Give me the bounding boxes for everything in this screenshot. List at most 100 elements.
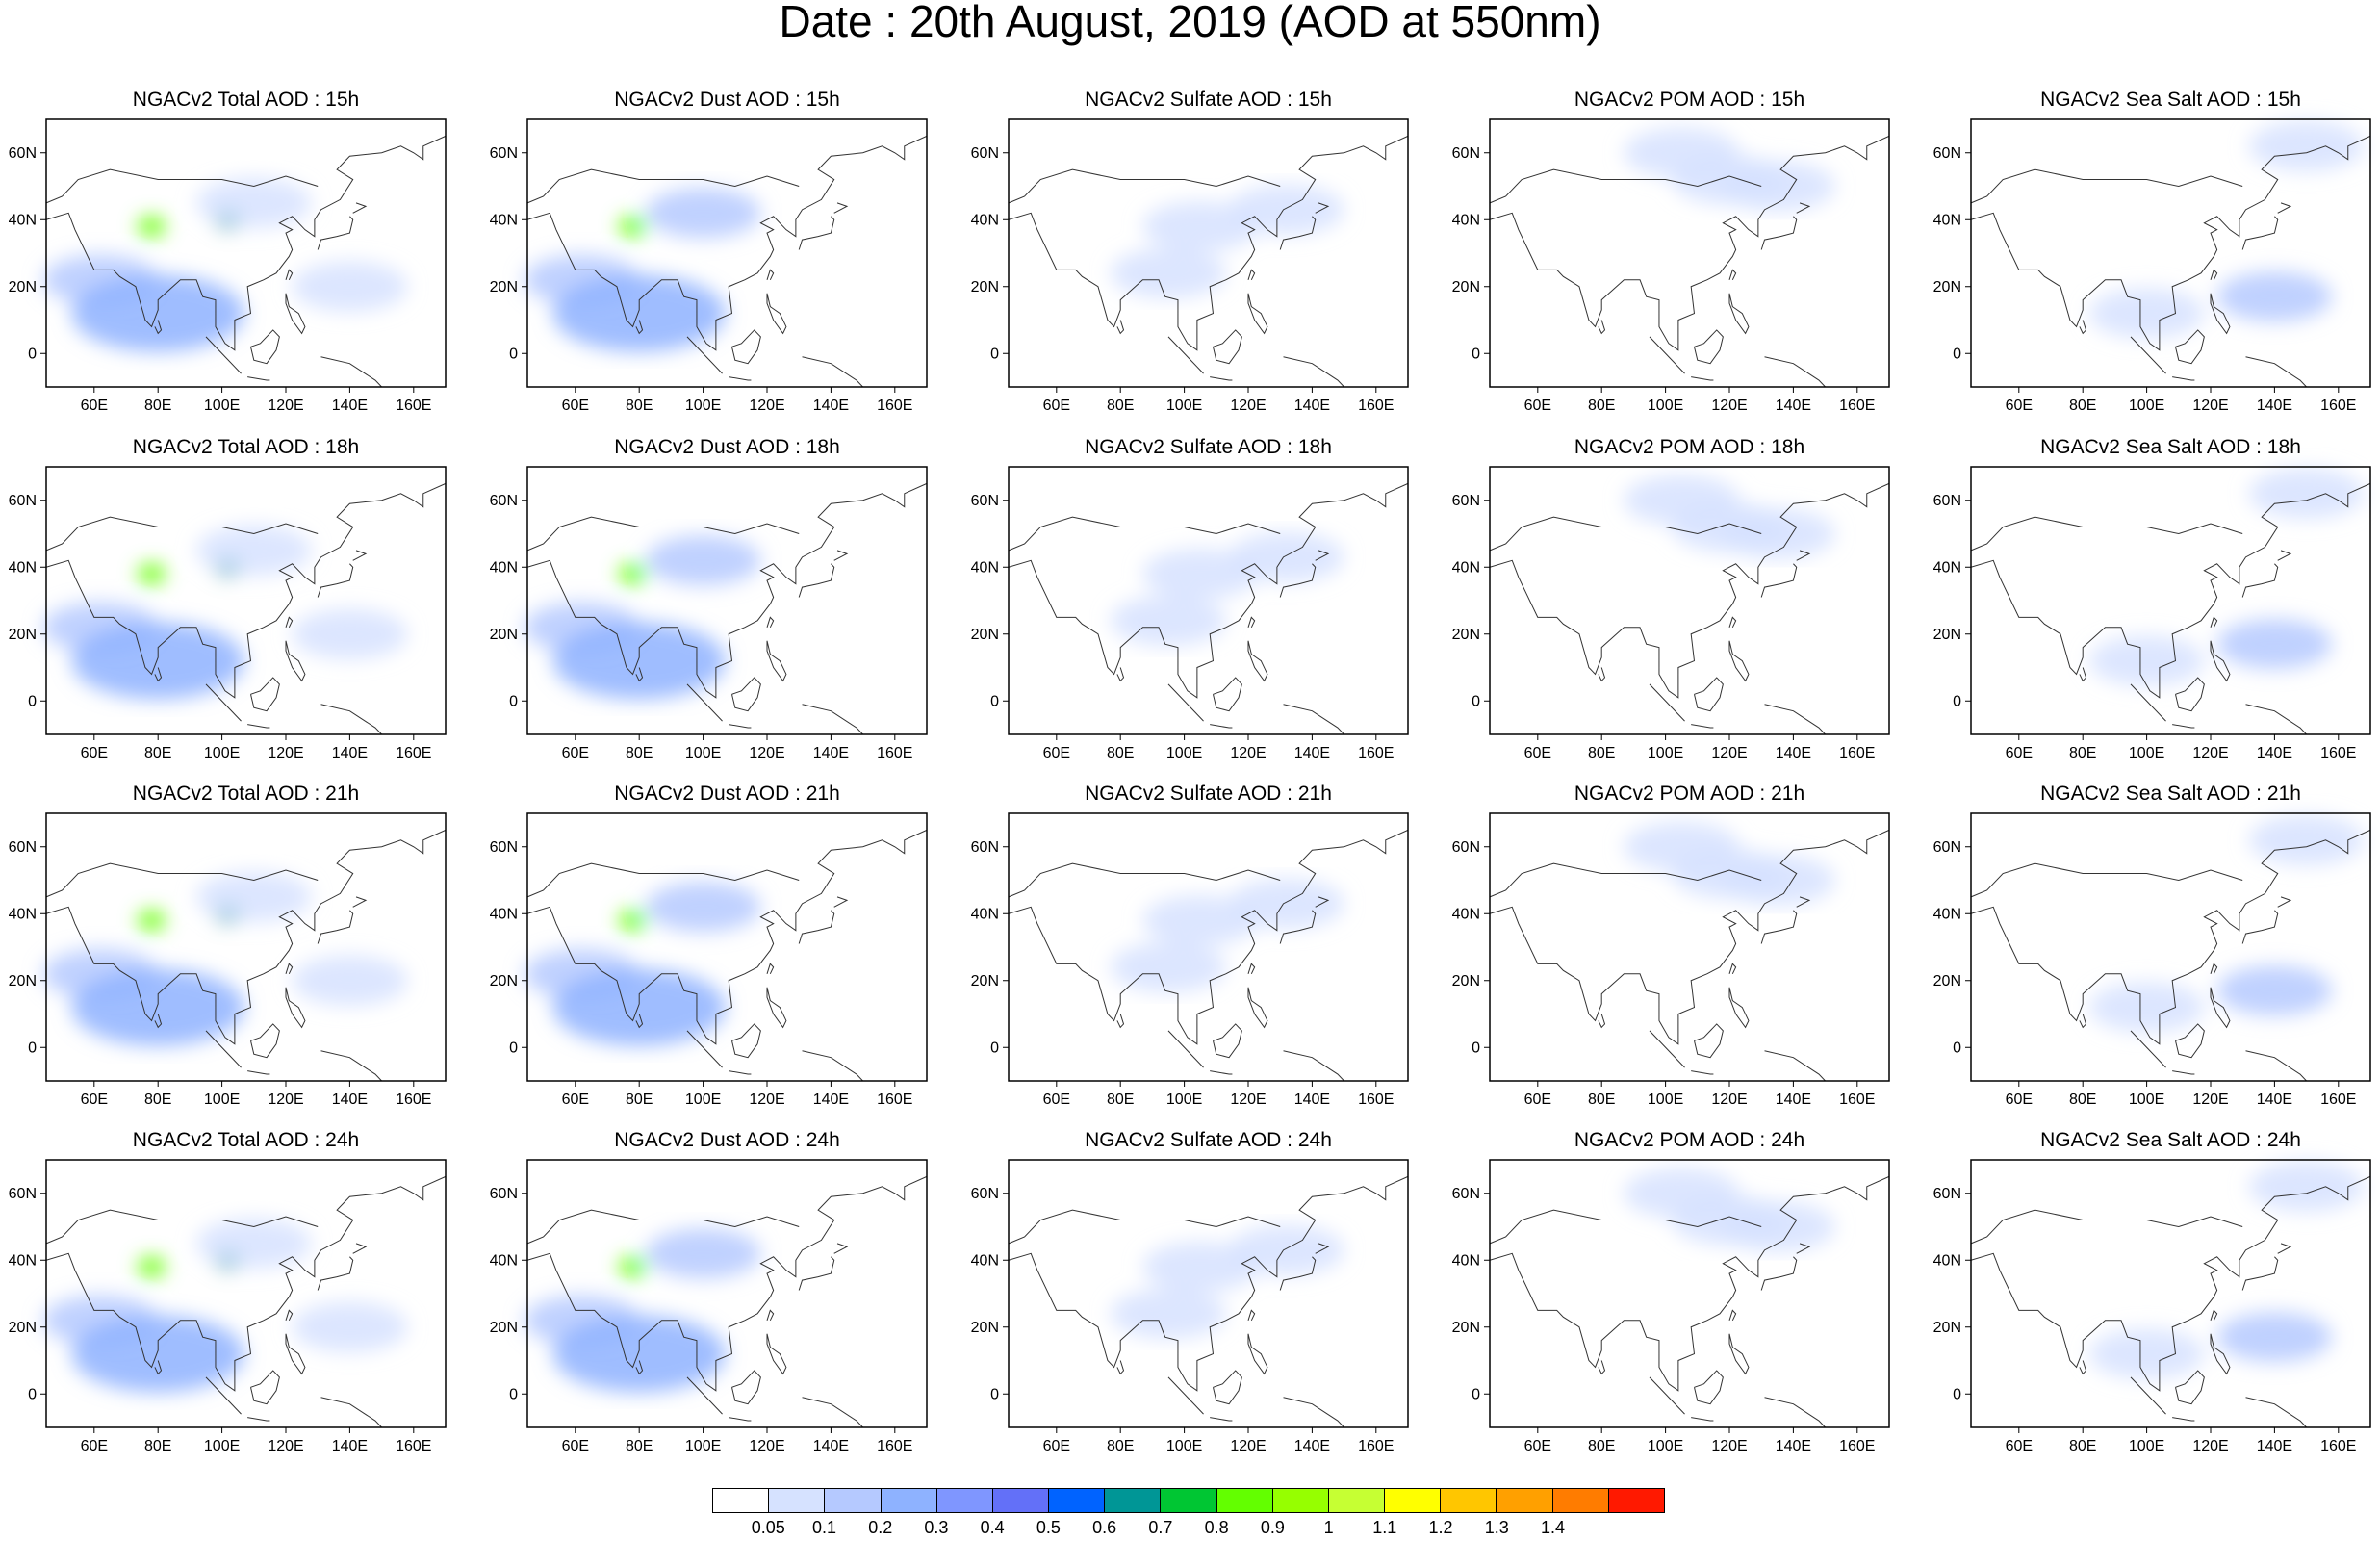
coastline (249, 1023, 280, 1059)
aod-blob (138, 564, 166, 584)
coastline (2130, 336, 2166, 374)
coastline (766, 1309, 775, 1322)
coastline (1315, 1243, 1330, 1254)
coastline (1283, 1050, 1344, 1082)
panel-title: NGACv2 Dust AOD : 18h (614, 436, 840, 458)
coastline (1167, 683, 1204, 722)
coastline (1728, 1309, 1737, 1322)
y-tick-label: 20N (971, 279, 999, 295)
panel-title: NGACv2 POM AOD : 18h (1574, 436, 1805, 458)
x-tick-label: 160E (1358, 745, 1394, 761)
y-tick-label: 0 (1953, 693, 1961, 709)
y-tick-label: 40N (1933, 212, 1961, 228)
x-tick-label: 80E (1588, 745, 1615, 761)
panel-title: NGACv2 Sea Salt AOD : 21h (2040, 783, 2301, 805)
coastline (205, 1030, 242, 1068)
aod-blob (619, 564, 647, 584)
coastline (1008, 168, 1281, 204)
panel-title: NGACv2 Sulfate AOD : 21h (1085, 783, 1332, 805)
x-tick-label: 100E (204, 1438, 240, 1454)
y-tick-label: 20N (1933, 1320, 1961, 1336)
map-panel-pom: 60E 80E 100E 120E 140E 160E 60N 40N 20N 0 (1452, 812, 1890, 1108)
map-panel-seasalt: 60E 80E 100E 120E 140E 160E 60N 40N 20N 0 (1933, 812, 2371, 1108)
y-tick-label: 60N (971, 1186, 999, 1202)
x-tick-label: 140E (2257, 745, 2292, 761)
coastline (766, 293, 787, 335)
y-tick-label: 0 (990, 693, 999, 709)
map-frame (1489, 118, 1890, 388)
x-tick-label: 60E (562, 745, 589, 761)
panel-title: NGACv2 Sea Salt AOD : 15h (2040, 89, 2301, 111)
x-tick-label: 120E (1711, 1092, 1747, 1108)
colorbar-swatch (1216, 1489, 1273, 1512)
panel-title: NGACv2 POM AOD : 15h (1574, 89, 1805, 111)
coastline (730, 1023, 761, 1059)
y-tick-label: 40N (971, 906, 999, 922)
coastline (2241, 1256, 2279, 1291)
x-tick-label: 140E (1294, 398, 1330, 414)
coastline (1212, 1370, 1242, 1405)
x-tick-label: 160E (1358, 1092, 1394, 1108)
aod-blob (292, 261, 408, 312)
panel-title: NGACv2 Sea Salt AOD : 18h (2040, 436, 2301, 458)
y-tick-label: 40N (1452, 1252, 1480, 1269)
colorbar-swatch (1272, 1489, 1329, 1512)
coastline (1764, 356, 1826, 388)
y-tick-label: 20N (1933, 279, 1961, 295)
coastline (2210, 1333, 2231, 1375)
coastline (1210, 724, 1233, 729)
aod-blob (2088, 288, 2205, 339)
x-tick-label: 80E (1588, 1092, 1615, 1108)
coastline (1283, 704, 1344, 735)
map-panel-sulfate: 60E 80E 100E 120E 140E 160E 60N 40N 20N 0 (971, 118, 1409, 414)
aod-blob (552, 1315, 727, 1393)
coastline (285, 1309, 294, 1322)
coastline (2245, 704, 2307, 735)
aod-blob (1719, 1201, 1835, 1252)
y-tick-label: 40N (1933, 559, 1961, 576)
x-tick-label: 60E (1524, 745, 1551, 761)
y-tick-label: 20N (971, 627, 999, 643)
coastline (802, 1050, 863, 1082)
aod-blob (1228, 878, 1344, 929)
coastline (1728, 963, 1737, 975)
x-tick-label: 160E (2320, 1438, 2356, 1454)
coastline (1008, 829, 1409, 1045)
x-tick-label: 160E (396, 398, 431, 414)
coastline (1008, 516, 1281, 552)
aod-blob (1719, 161, 1835, 212)
coastline (317, 216, 354, 250)
coastline (729, 376, 752, 381)
colorbar-label: 0.6 (1092, 1518, 1117, 1537)
x-tick-label: 60E (562, 1092, 589, 1108)
aod-blob (1228, 531, 1344, 582)
x-tick-label: 60E (81, 398, 108, 414)
coastline (1283, 1397, 1344, 1428)
coastline (2241, 563, 2279, 598)
coastline (1212, 1023, 1242, 1059)
x-tick-label: 60E (1043, 1438, 1070, 1454)
x-tick-label: 140E (1776, 398, 1811, 414)
coastline (352, 202, 368, 214)
aod-blob (645, 535, 761, 586)
y-tick-label: 40N (9, 559, 37, 576)
x-tick-label: 100E (1648, 745, 1683, 761)
coastline (766, 640, 787, 682)
x-tick-label: 140E (1776, 745, 1811, 761)
coastline (833, 1243, 849, 1254)
x-tick-label: 120E (1711, 398, 1747, 414)
x-tick-label: 100E (204, 745, 240, 761)
coastline (247, 724, 270, 729)
x-tick-label: 100E (685, 398, 721, 414)
x-tick-label: 120E (2192, 1438, 2228, 1454)
map-frame (526, 812, 928, 1082)
colorbar-swatch (1105, 1489, 1162, 1512)
aod-blob (645, 188, 761, 239)
colorbar-label: 0.1 (811, 1518, 836, 1537)
map-frame (526, 466, 928, 735)
coastline (2174, 1370, 2205, 1405)
coastline (1489, 1175, 1890, 1392)
x-tick-label: 60E (1524, 1438, 1551, 1454)
coastline (798, 563, 835, 598)
coastline (285, 963, 294, 975)
